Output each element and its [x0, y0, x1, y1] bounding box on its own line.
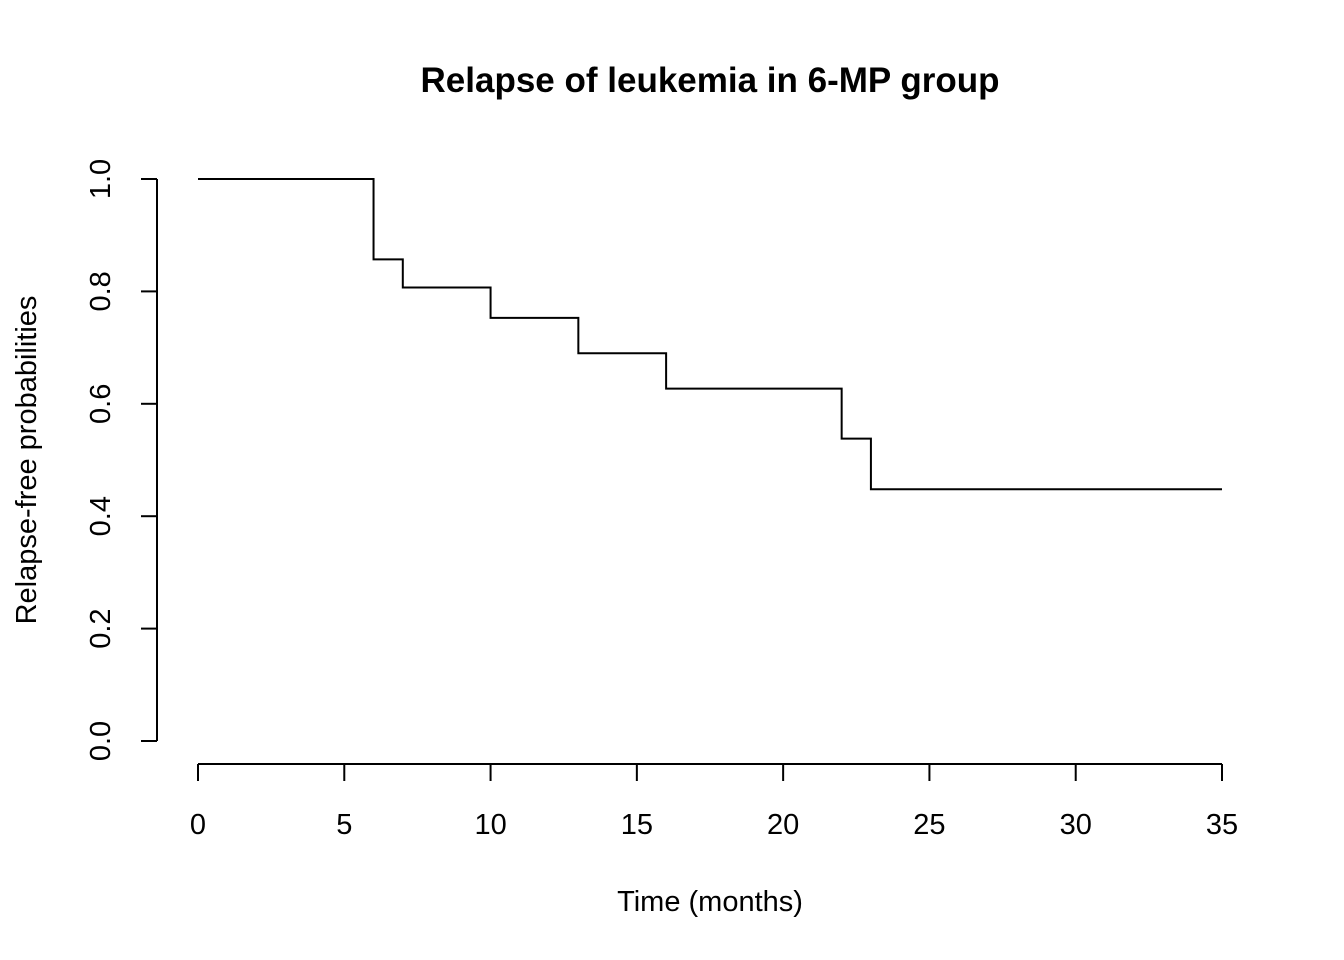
- x-tick-label: 5: [336, 809, 352, 841]
- x-axis-label: Time (months): [617, 886, 803, 918]
- y-tick-label: 1.0: [85, 159, 117, 199]
- x-tick-label: 20: [767, 809, 799, 841]
- y-tick-label: 0.6: [85, 384, 117, 424]
- chart-title: Relapse of leukemia in 6-MP group: [421, 61, 1000, 100]
- x-tick-label: 25: [913, 809, 945, 841]
- y-axis-ticks: 0.0 0.2 0.4 0.6 0.8 1.0: [85, 159, 157, 761]
- x-tick-label: 0: [190, 809, 206, 841]
- x-tick-label: 30: [1060, 809, 1092, 841]
- y-axis-label: Relapse-free probabilities: [11, 296, 43, 625]
- y-tick-label: 0.4: [85, 496, 117, 536]
- x-tick-label: 10: [474, 809, 506, 841]
- y-tick-label: 0.2: [85, 608, 117, 648]
- x-axis-ticks: 0 5 10 15 20 25 30 35: [190, 764, 1238, 841]
- y-tick-label: 0.8: [85, 271, 117, 311]
- survival-curve: [198, 178, 1222, 491]
- x-tick-label: 15: [621, 809, 653, 841]
- x-tick-label: 35: [1206, 809, 1238, 841]
- y-tick-label: 0.0: [85, 721, 117, 761]
